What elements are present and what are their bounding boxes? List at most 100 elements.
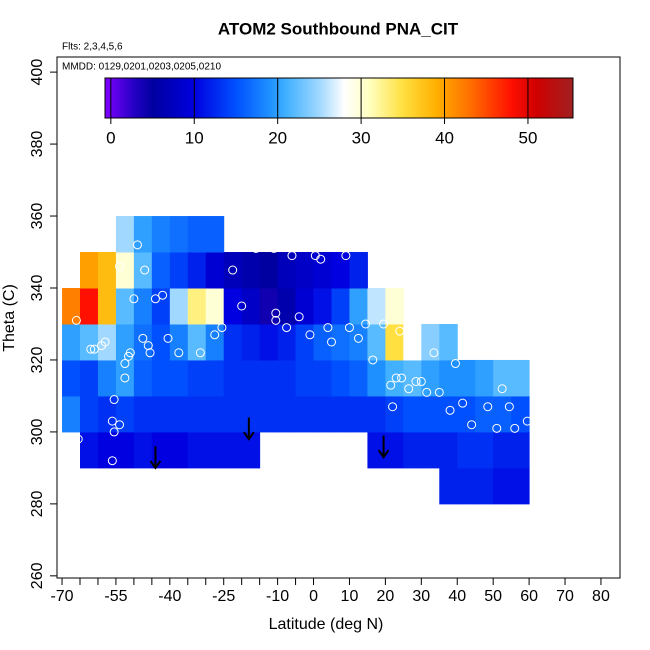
field-cell (169, 395, 189, 433)
y-tick-label: 260 (29, 562, 46, 589)
colorbar (104, 77, 574, 119)
data-point (344, 323, 354, 333)
field-cell (79, 431, 99, 469)
field-cell (349, 395, 368, 433)
field-cell (205, 431, 225, 469)
field-cell (475, 395, 494, 433)
field-cell (457, 431, 476, 469)
field-cell (385, 431, 404, 469)
data-point (287, 251, 297, 261)
x-tick-label: 60 (520, 588, 538, 605)
field-cell (439, 359, 458, 397)
field-cell (295, 287, 315, 325)
data-point (429, 348, 439, 358)
x-tick-label: 50 (484, 588, 502, 605)
field-cell (331, 287, 350, 325)
x-tick-label: -40 (158, 588, 181, 605)
data-point (163, 333, 173, 343)
field-cell (277, 359, 297, 397)
data-point (492, 423, 502, 433)
y-tick-label: 300 (29, 418, 46, 445)
field-cell (97, 252, 117, 289)
field-cell (277, 287, 297, 325)
field-cell (313, 252, 332, 289)
data-point (379, 319, 389, 329)
field-cell (223, 252, 243, 289)
field-cell (349, 287, 368, 325)
field-cell (259, 252, 279, 289)
data-point (140, 265, 150, 275)
field-cell (115, 252, 135, 289)
field-cell (205, 323, 225, 361)
field-cell (493, 431, 512, 469)
data-point (422, 387, 432, 397)
field-cell (79, 323, 99, 361)
field-cell (115, 431, 135, 469)
field-cell (349, 252, 368, 289)
y-tick-label: 400 (29, 59, 46, 86)
field-cell (277, 323, 297, 361)
data-point (386, 380, 396, 390)
annotation: MMDD: 0129,0201,0203,0205,0210 (62, 62, 221, 73)
field-cell (187, 252, 207, 289)
field-cell (62, 395, 81, 433)
field-cell (385, 395, 404, 433)
data-point (107, 416, 117, 426)
x-tick-label: 10 (341, 588, 359, 605)
data-point (71, 315, 81, 325)
data-point (510, 423, 520, 433)
data-point (305, 330, 315, 340)
field-cell (331, 359, 350, 397)
data-point (416, 377, 426, 387)
x-tick-label: 80 (592, 588, 610, 605)
field-cell (367, 359, 386, 397)
field-cell (493, 395, 512, 433)
field-cell (205, 252, 225, 289)
field-cell (313, 323, 332, 361)
field-cell (205, 359, 225, 397)
data-point (237, 301, 247, 311)
field-cell (475, 467, 494, 505)
field-cell (151, 359, 171, 397)
data-point (467, 420, 477, 430)
field-cell (439, 323, 458, 361)
colorbar-tick-label: 10 (185, 128, 204, 147)
data-point (228, 265, 238, 275)
data-point (476, 348, 486, 358)
data-point (120, 373, 130, 383)
field-cell (241, 395, 261, 433)
data-point (260, 240, 270, 250)
data-point (174, 348, 184, 358)
field-cell (511, 395, 530, 433)
field-cell (259, 359, 279, 397)
field-cell (313, 359, 332, 397)
data-point (129, 294, 139, 304)
arrow-head (149, 460, 162, 470)
colorbar-tick-label: 40 (435, 128, 454, 147)
field-cell (97, 431, 117, 469)
field-cell (205, 287, 225, 325)
field-cell (511, 431, 530, 469)
field-cell (295, 395, 315, 433)
field-cell (151, 287, 171, 325)
data-point (388, 402, 398, 412)
y-tick-label: 380 (29, 131, 46, 158)
data-point (391, 373, 401, 383)
data-point (497, 384, 507, 394)
field-cell (313, 395, 332, 433)
data-point (323, 323, 333, 333)
field-cell (79, 252, 99, 289)
y-tick-label: 360 (29, 203, 46, 230)
field-cell (169, 216, 189, 253)
field-cell (421, 359, 440, 397)
field-cell (403, 323, 422, 361)
field-cell (223, 431, 243, 469)
field-cell (97, 395, 117, 433)
field-cell (295, 252, 315, 289)
data-point (434, 387, 444, 397)
field-cell (241, 252, 261, 289)
data-point (158, 290, 168, 300)
data-point (445, 405, 455, 415)
field-cell (331, 252, 350, 289)
